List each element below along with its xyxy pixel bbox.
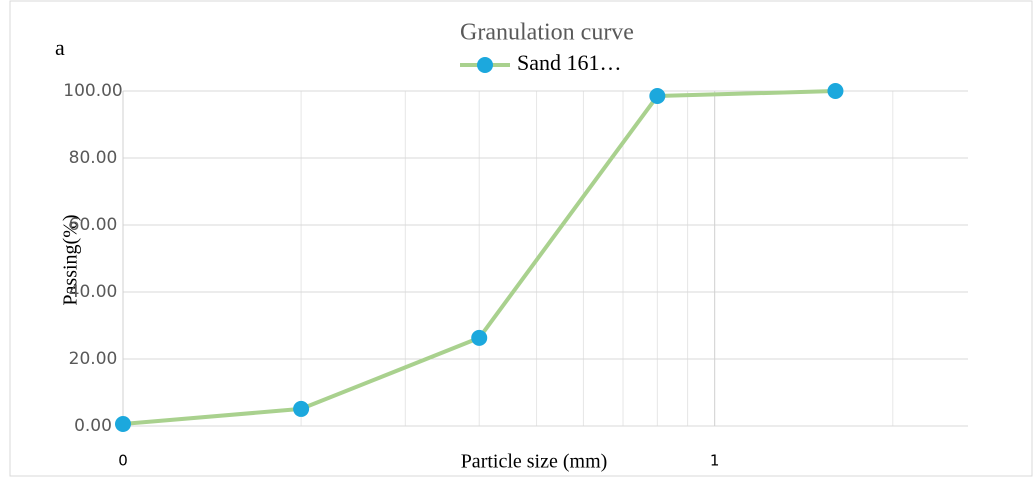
data-point [293, 400, 310, 417]
y-tick-label: 80.00 [69, 148, 118, 168]
y-tick-label: 40.00 [69, 282, 118, 302]
data-point [827, 83, 844, 99]
panel-label: a [55, 35, 65, 60]
y-axis-label: Passing(%) [60, 214, 82, 305]
y-tick-label: 60.00 [69, 215, 118, 235]
y-tick-label: 20.00 [69, 349, 118, 369]
data-point [471, 329, 488, 346]
y-tick-label: 0.00 [74, 416, 112, 436]
chart-frame [9, 0, 1033, 477]
x-axis-label: Particle size (mm) [461, 451, 608, 473]
x-tick-label: 1 [710, 452, 720, 470]
chart-title: Granulation curve [460, 20, 634, 46]
legend-marker [477, 57, 493, 73]
legend-label: Sand 161… [517, 50, 622, 75]
data-point [649, 88, 666, 105]
x-tick-label: 0 [118, 452, 128, 470]
data-point [115, 415, 131, 432]
y-tick-label: 100.00 [63, 81, 122, 101]
